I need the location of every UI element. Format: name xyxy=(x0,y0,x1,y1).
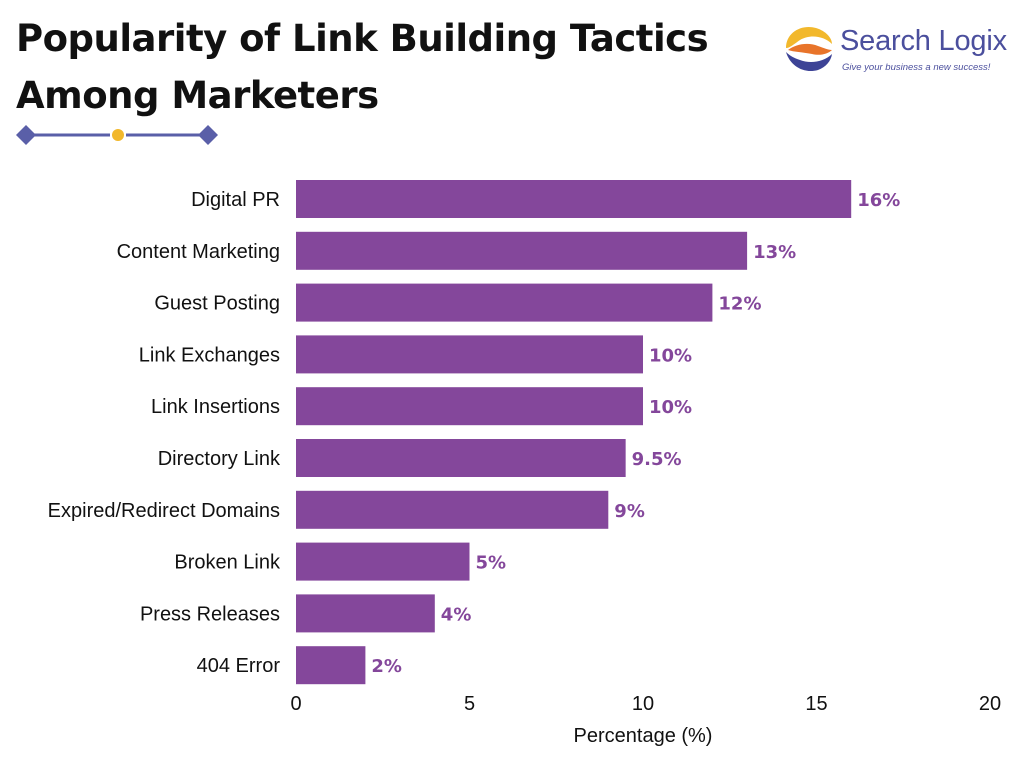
value-label-link-insertions: 10% xyxy=(649,397,692,418)
category-label-broken-link: Broken Link xyxy=(174,552,281,574)
chart-title: Popularity of Link Building Tactics Amon… xyxy=(16,10,716,124)
bar-digital-pr xyxy=(296,180,852,218)
x-axis-title: Percentage (%) xyxy=(574,725,713,747)
bar-guest-posting xyxy=(296,283,713,322)
x-tick-label-10: 10 xyxy=(632,693,654,715)
chart-title-line-2: Among Marketers xyxy=(16,74,379,117)
bar-press-releases xyxy=(296,594,435,633)
logo-brand-name: Search Logix xyxy=(840,25,1007,57)
category-label-link-insertions: Link Insertions xyxy=(151,396,280,418)
x-tick-label-0: 0 xyxy=(290,693,301,715)
bars-layer xyxy=(296,180,852,685)
bar-link-exchanges xyxy=(296,335,643,374)
value-label-guest-posting: 12% xyxy=(718,294,761,315)
category-label-press-releases: Press Releases xyxy=(140,603,280,625)
divider-diamond-left-icon xyxy=(16,125,36,145)
value-label-link-exchanges: 10% xyxy=(649,345,692,366)
category-label-content-marketing: Content Marketing xyxy=(117,241,280,263)
x-tick-label-20: 20 xyxy=(979,693,1001,715)
x-axis-ticks: 0 5 10 15 20 xyxy=(290,693,1001,715)
search-logix-logo-icon xyxy=(786,26,832,72)
bar-content-marketing xyxy=(296,231,748,270)
category-label-digital-pr: Digital PR xyxy=(191,189,280,211)
divider-diamond-right-icon xyxy=(198,125,218,145)
bar-link-insertions xyxy=(296,387,643,426)
value-label-directory-link: 9.5% xyxy=(632,449,682,470)
bar-broken-link xyxy=(296,542,470,581)
bar-404-error xyxy=(296,646,366,685)
logo-tagline: Give your business a new success! xyxy=(842,62,991,73)
category-label-link-exchanges: Link Exchanges xyxy=(139,344,280,366)
category-label-404-error: 404 Error xyxy=(197,655,281,677)
chart-title-line-1: Popularity of Link Building Tactics xyxy=(16,17,709,60)
value-label-content-marketing: 13% xyxy=(753,242,796,263)
category-label-directory-link: Directory Link xyxy=(158,448,281,470)
value-label-expired-redirect-domains: 9% xyxy=(614,501,645,522)
value-label-digital-pr: 16% xyxy=(857,190,900,211)
category-label-expired-redirect-domains: Expired/Redirect Domains xyxy=(48,500,280,522)
x-tick-label-5: 5 xyxy=(464,693,475,715)
value-label-404-error: 2% xyxy=(371,656,402,677)
value-labels: 16% 13% 12% 10% 10% 9.5% 9% 5% 4% 2% xyxy=(371,190,900,677)
value-label-broken-link: 5% xyxy=(476,553,507,574)
title-divider-ornament xyxy=(16,125,218,145)
x-tick-label-15: 15 xyxy=(805,693,827,715)
category-labels: Digital PR Content Marketing Guest Posting… xyxy=(48,189,281,677)
value-label-press-releases: 4% xyxy=(441,604,472,625)
bar-expired-redirect-domains xyxy=(296,490,609,529)
brand-logo: Search Logix Give your business a new su… xyxy=(782,22,1012,82)
divider-dot-icon xyxy=(112,129,124,141)
category-label-guest-posting: Guest Posting xyxy=(154,293,280,315)
bar-directory-link xyxy=(296,439,626,477)
